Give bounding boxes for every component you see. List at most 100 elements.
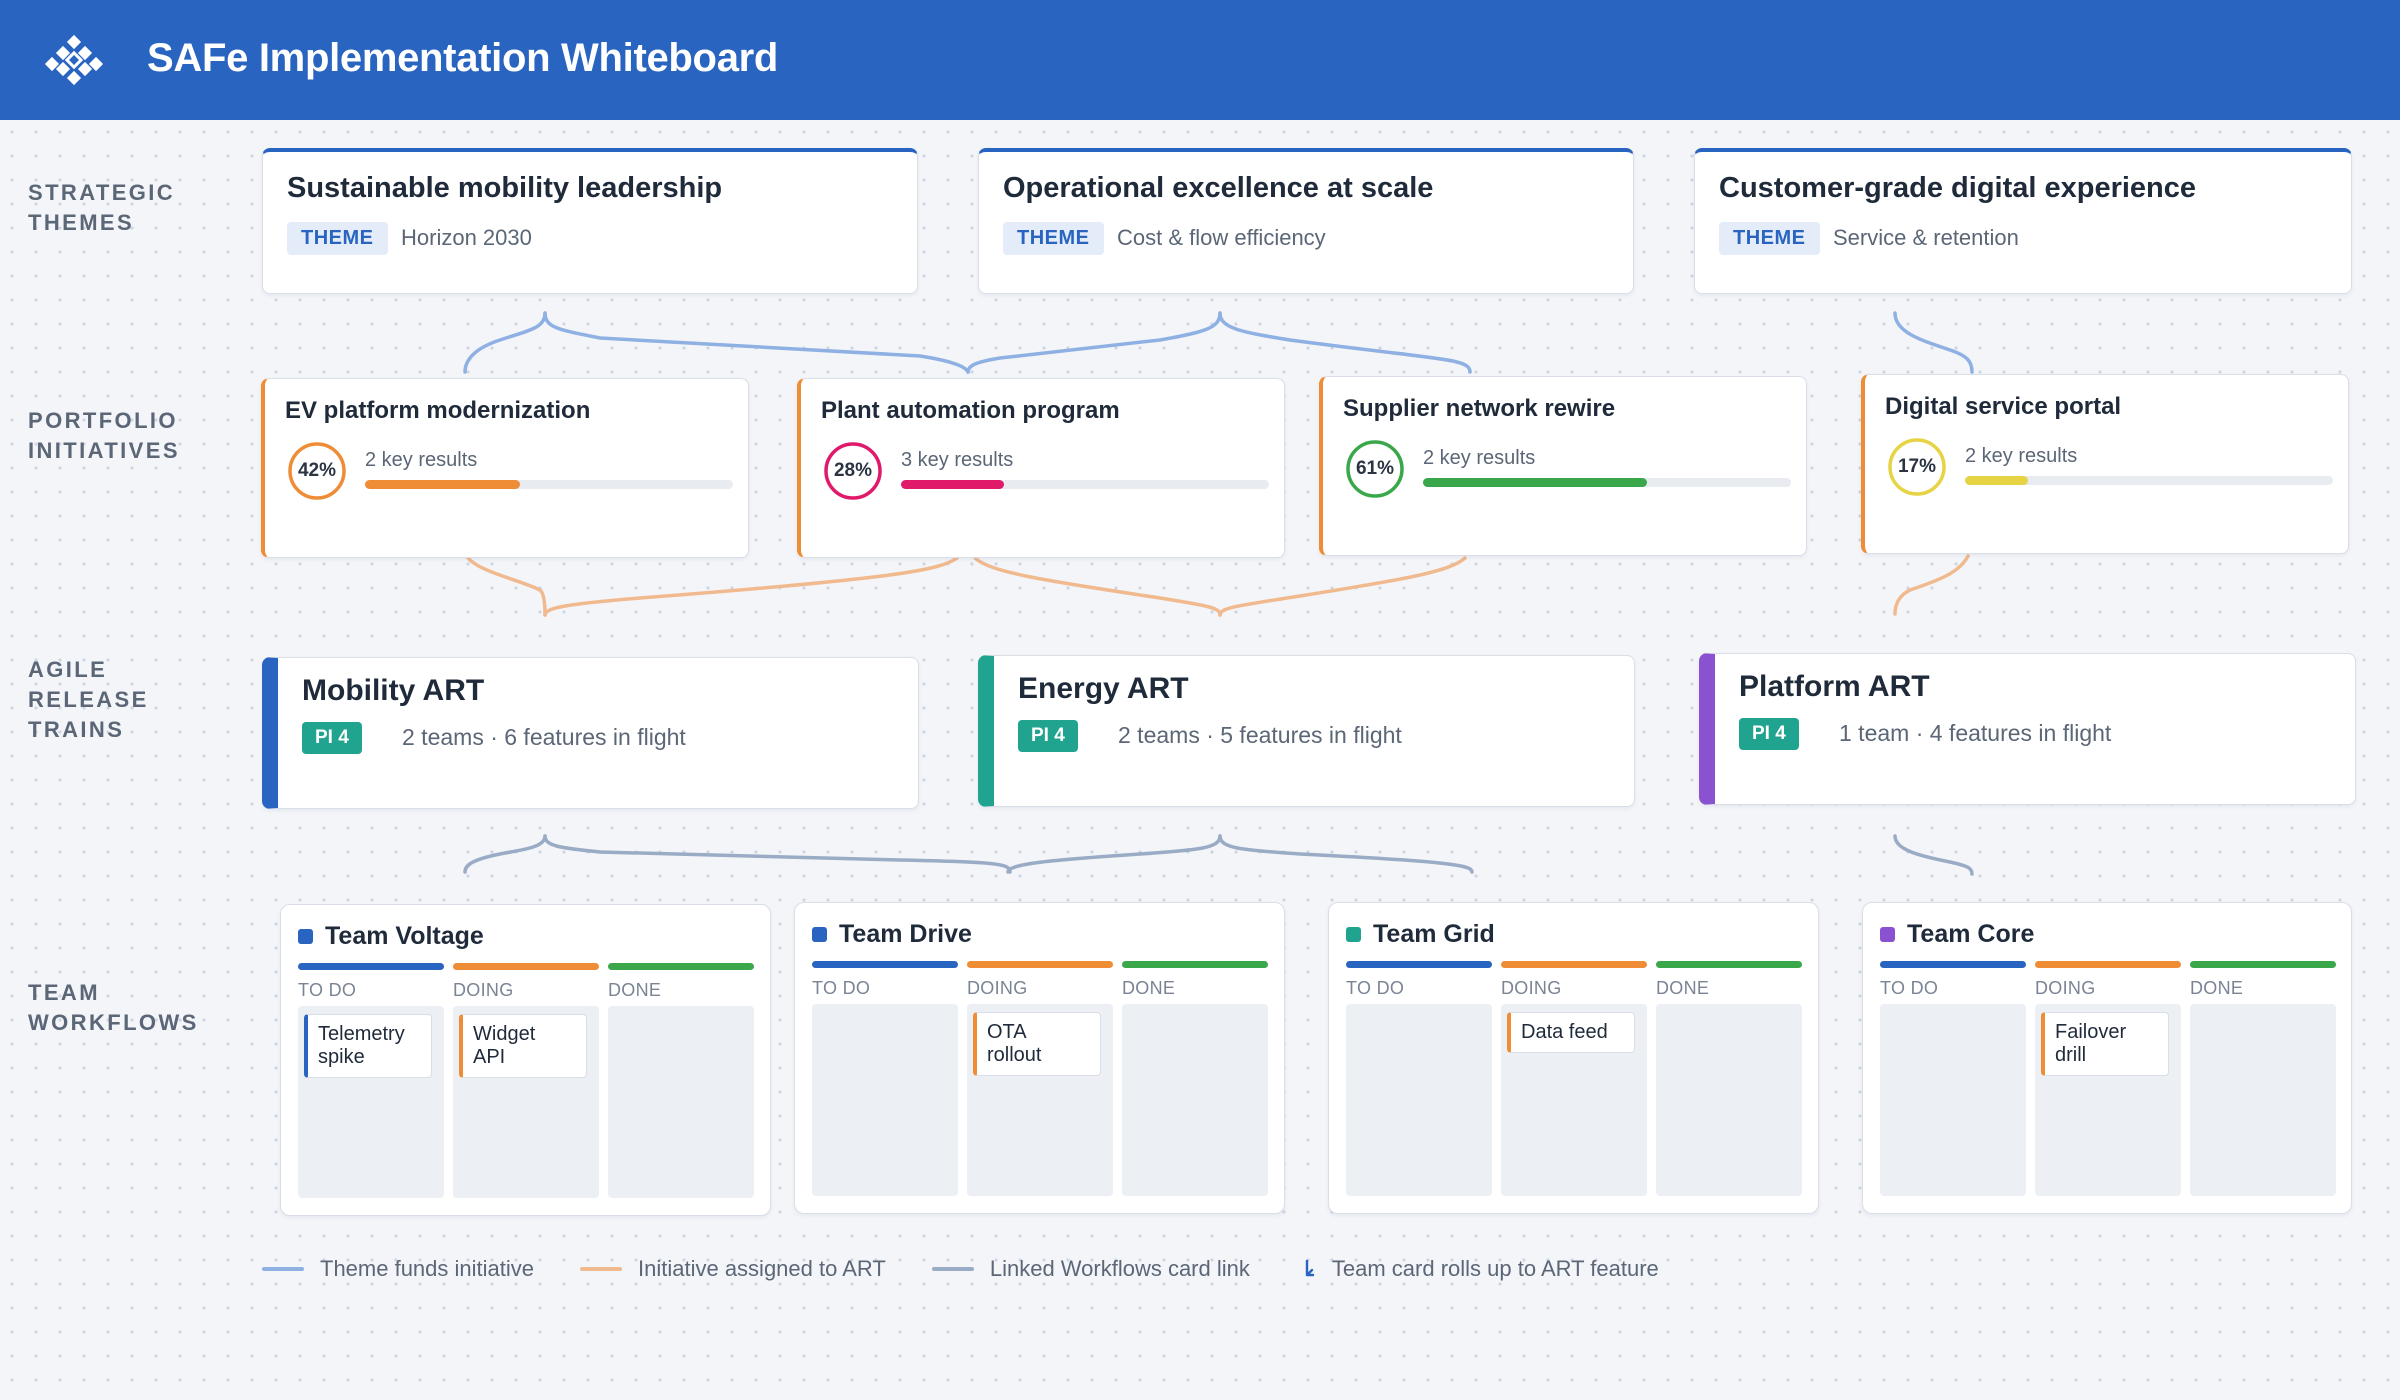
workflow-link-connector [1218, 834, 1474, 874]
progress-bar [1965, 476, 2333, 485]
column-bar [1880, 961, 2026, 968]
progress-percent: 61% [1355, 458, 1395, 479]
column-done: DONE [2190, 961, 2336, 1196]
task-card[interactable]: Telemetry spike [304, 1014, 432, 1078]
column-done: DONE [1656, 961, 1802, 1196]
column-body[interactable]: Widget API [453, 1006, 599, 1198]
column-body[interactable] [812, 1004, 958, 1196]
team-card[interactable]: Team Voltage TO DO Telemetry spike DOING… [280, 904, 771, 1216]
key-results-count: 2 key results [1965, 445, 2078, 467]
column-body[interactable] [1122, 1004, 1268, 1196]
theme-card[interactable]: Customer-grade digital experience THEME … [1694, 148, 2352, 294]
key-results-count: 3 key results [901, 449, 1014, 471]
progress-bar-fill [365, 480, 520, 489]
initiative-link-connector [1218, 556, 1467, 617]
row-label-line: WORKFLOWS [28, 1010, 199, 1035]
progress-ring [1888, 438, 1946, 496]
app-header: SAFe Implementation Whiteboard [0, 0, 2400, 120]
art-card[interactable]: Energy ART PI 4 2 teams · 5 features in … [978, 655, 1635, 807]
column-body[interactable] [1656, 1004, 1802, 1196]
initiative-card[interactable]: Digital service portal 17% 2 key results [1861, 374, 2349, 554]
legend-label: Team card rolls up to ART feature [1331, 1256, 1659, 1281]
column-bar [298, 963, 444, 970]
progress-percent: 28% [833, 460, 873, 481]
task-text-line: OTA [987, 1021, 1027, 1043]
column-label: DOING [1501, 978, 1562, 998]
key-results-count: 2 key results [365, 449, 478, 471]
theme-tag: THEME [1719, 222, 1820, 255]
team-color-dot [1880, 927, 1895, 942]
theme-link-connector [543, 311, 970, 374]
initiative-title: Supplier network rewire [1343, 395, 1616, 422]
initiative-title: Plant automation program [821, 397, 1120, 424]
diamond-grid-icon[interactable] [44, 34, 104, 86]
column-label: TO DO [1346, 978, 1405, 998]
row-label-portfolio-initiatives: PORTFOLIO INITIATIVES [28, 406, 228, 466]
art-title: Energy ART [1018, 672, 1189, 705]
column-body[interactable]: Failover drill [2035, 1004, 2181, 1196]
legend-label: Linked Workflows card link [989, 1256, 1250, 1281]
column-label: TO DO [298, 980, 357, 1000]
workflow-link-connector [463, 834, 547, 874]
initiative-link-connector [466, 556, 547, 617]
legend-label: Theme funds initiative [320, 1256, 534, 1281]
initiative-card[interactable]: Plant automation program 28% 3 key resul… [797, 378, 1285, 558]
row-label-line: TRAINS [28, 717, 125, 742]
task-card[interactable]: Widget API [459, 1014, 587, 1078]
task-text-line: Data feed [1521, 1021, 1608, 1043]
column-body[interactable]: Telemetry spike [298, 1006, 444, 1198]
column-bar [2035, 961, 2181, 968]
art-card[interactable]: Platform ART PI 4 1 team · 4 features in… [1699, 653, 2356, 805]
task-text-line: Telemetry [318, 1023, 405, 1045]
theme-title: Sustainable mobility leadership [287, 172, 723, 204]
task-card[interactable]: OTA rollout [973, 1012, 1101, 1076]
column-body[interactable] [608, 1006, 754, 1198]
task-card[interactable]: Data feed [1507, 1012, 1635, 1053]
row-label-line: STRATEGIC [28, 180, 176, 205]
column-body[interactable]: Data feed [1501, 1004, 1647, 1196]
workflow-link-connector [543, 834, 1012, 874]
theme-card[interactable]: Operational excellence at scale THEME Co… [978, 148, 1634, 294]
column-label: DONE [2190, 978, 2244, 998]
progress-bar [365, 480, 733, 489]
team-card[interactable]: Team Core TO DO DOING Failover drill DON… [1862, 902, 2352, 1214]
row-label-line: THEMES [28, 210, 135, 235]
initiative-link-connector [973, 556, 1222, 617]
column-bar [453, 963, 599, 970]
legend-item: Team card rolls up to ART feature [1296, 1256, 1659, 1282]
key-results-count: 2 key results [1423, 447, 1536, 469]
team-card[interactable]: Team Grid TO DO DOING Data feed DONE [1328, 902, 1819, 1214]
progress-bar [901, 480, 1269, 489]
theme-title: Operational excellence at scale [1003, 172, 1434, 204]
column-label: DOING [2035, 978, 2096, 998]
initiative-card[interactable]: Supplier network rewire 61% 2 key result… [1319, 376, 1807, 556]
team-color-dot [1346, 927, 1361, 942]
progress-percent: 17% [1897, 456, 1937, 477]
task-card[interactable]: Failover drill [2041, 1012, 2169, 1076]
team-card[interactable]: Team Drive TO DO DOING OTA rollout DONE [794, 902, 1285, 1214]
column-body[interactable]: OTA rollout [967, 1004, 1113, 1196]
task-text-line: API [473, 1046, 506, 1068]
column-bar [2190, 961, 2336, 968]
pi-badge: PI 4 [302, 722, 362, 754]
task-text-line: Widget [473, 1023, 536, 1045]
theme-card[interactable]: Sustainable mobility leadership THEME Ho… [262, 148, 918, 294]
theme-subtitle: Cost & flow efficiency [1117, 225, 1326, 250]
column-bar [1501, 961, 1647, 968]
row-label-line: AGILE RELEASE [28, 657, 149, 712]
legend: Theme funds initiative Initiative assign… [262, 1254, 1705, 1284]
column-body[interactable] [1346, 1004, 1492, 1196]
page-title: SAFe Implementation Whiteboard [147, 36, 779, 80]
art-card[interactable]: Mobility ART PI 4 2 teams · 6 features i… [262, 657, 919, 809]
rollup-icon [1305, 1259, 1315, 1277]
art-title: Mobility ART [302, 674, 485, 707]
column-body[interactable] [2190, 1004, 2336, 1196]
team-title: Team Grid [1373, 920, 1495, 948]
column-body[interactable] [1880, 1004, 2026, 1196]
column-label: TO DO [812, 978, 871, 998]
initiative-card[interactable]: EV platform modernization 42% 2 key resu… [261, 378, 749, 558]
theme-subtitle: Service & retention [1833, 225, 2019, 250]
team-title: Team Voltage [325, 922, 484, 950]
column-doing: DOING Widget API [453, 963, 599, 1198]
theme-link-connector [1218, 311, 1472, 374]
